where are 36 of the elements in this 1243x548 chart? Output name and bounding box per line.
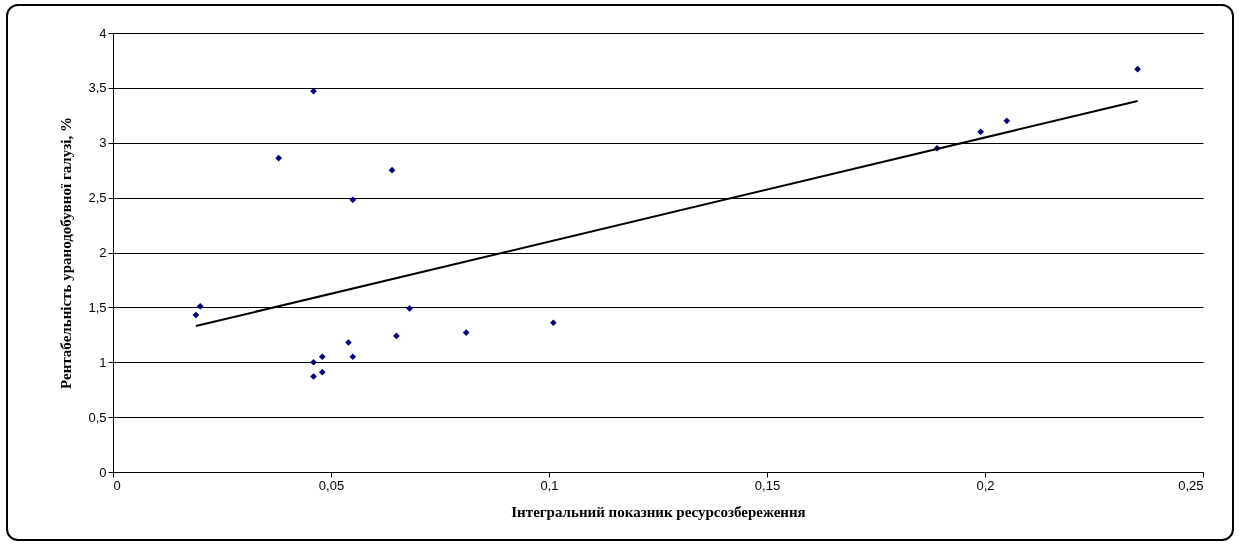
point bbox=[1003, 117, 1011, 125]
point bbox=[550, 319, 557, 327]
x-tick-label: 0,25 bbox=[1178, 477, 1204, 493]
y-tick-label: 0,5 bbox=[88, 409, 107, 425]
point bbox=[318, 368, 326, 376]
point bbox=[388, 166, 396, 174]
y-tick-label: 1,5 bbox=[88, 299, 107, 315]
point bbox=[192, 311, 200, 319]
point bbox=[406, 305, 413, 312]
x-tick-label: 0,2 bbox=[976, 477, 995, 493]
y-tick-label: 2,5 bbox=[88, 190, 107, 206]
point bbox=[977, 128, 984, 136]
x-tick-label: 0,15 bbox=[754, 477, 781, 493]
x-tick-label: 0,1 bbox=[540, 477, 559, 493]
x-tick-label: 0,05 bbox=[318, 477, 345, 493]
y-tick-label: 0 bbox=[99, 464, 107, 480]
point bbox=[318, 353, 326, 361]
point bbox=[345, 339, 352, 346]
x-tick-label: 0 bbox=[113, 477, 121, 493]
point bbox=[349, 353, 357, 361]
point bbox=[349, 196, 357, 204]
y-axis-title: Рентабельність уранодобувної галузі, % bbox=[58, 117, 75, 389]
x-axis-title: Інтегральний показник ресурсозбереження bbox=[511, 503, 806, 520]
point bbox=[310, 358, 317, 366]
y-tick-label: 1 bbox=[99, 354, 107, 370]
point bbox=[393, 332, 400, 340]
point bbox=[1134, 65, 1141, 73]
y-tick-label: 3,5 bbox=[88, 80, 107, 96]
point bbox=[196, 302, 204, 310]
y-tick-label: 4 bbox=[99, 25, 107, 41]
point bbox=[310, 373, 317, 380]
point bbox=[310, 87, 317, 95]
y-tick-label: 3 bbox=[99, 135, 107, 151]
point bbox=[462, 329, 470, 336]
point bbox=[275, 154, 283, 162]
y-tick-label: 2 bbox=[99, 245, 107, 260]
